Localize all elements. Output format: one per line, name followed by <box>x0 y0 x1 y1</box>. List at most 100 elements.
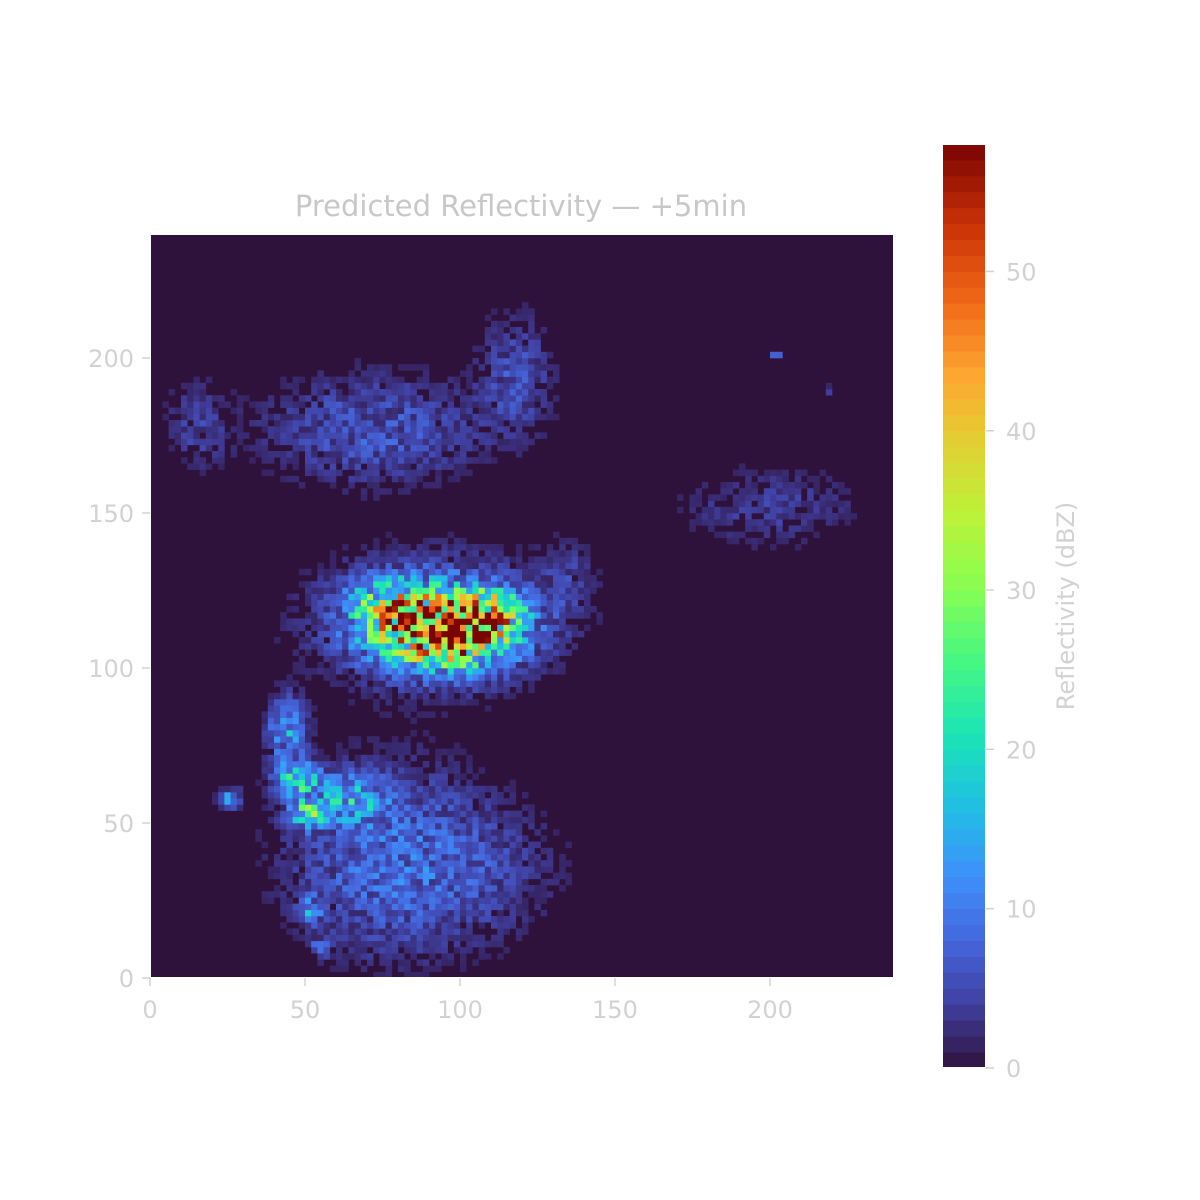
heatmap-cell <box>435 785 442 793</box>
heatmap-cell <box>329 885 337 892</box>
heatmap-cell <box>429 804 436 811</box>
heatmap-cell <box>410 922 417 929</box>
heatmap-cell <box>484 612 492 619</box>
heatmap-cell <box>329 469 337 477</box>
heatmap-cell <box>410 438 417 446</box>
heatmap-cell <box>739 506 746 514</box>
heatmap-cell <box>553 581 560 588</box>
heatmap-cell <box>404 395 411 402</box>
heatmap-cell <box>466 401 473 408</box>
heatmap-cell <box>429 903 436 911</box>
heatmap-cell <box>336 376 343 384</box>
heatmap-cell <box>838 488 845 495</box>
heatmap-cell <box>509 612 517 619</box>
heatmap-cell <box>323 668 331 675</box>
heatmap-cell <box>497 649 504 656</box>
heatmap-cell <box>354 575 362 582</box>
heatmap-cell <box>373 482 380 489</box>
heatmap-cell <box>311 934 318 942</box>
heatmap-cell <box>317 593 324 601</box>
heatmap-cell <box>379 953 386 960</box>
heatmap-cell <box>323 568 331 576</box>
heatmap-cell <box>342 420 349 427</box>
heatmap-cell <box>348 420 355 427</box>
heatmap-cell <box>503 810 510 818</box>
heatmap-cell <box>435 928 442 935</box>
heatmap-cell <box>472 420 479 427</box>
heatmap-cell <box>398 748 405 756</box>
heatmap-cell <box>323 606 331 613</box>
heatmap-cell <box>503 575 510 582</box>
heatmap-cell <box>509 438 517 446</box>
heatmap-cell <box>466 692 473 700</box>
heatmap-cell <box>447 395 455 402</box>
heatmap-cell <box>813 513 820 520</box>
heatmap-cell <box>373 810 380 818</box>
heatmap-cell <box>491 854 498 861</box>
heatmap-cell <box>354 891 362 898</box>
heatmap-cell <box>410 469 417 477</box>
heatmap-cell <box>441 680 448 687</box>
heatmap-cell <box>559 866 566 873</box>
heatmap-cell <box>404 389 411 396</box>
heatmap-cell <box>565 630 572 638</box>
heatmap-cell <box>348 674 355 681</box>
heatmap-cell <box>478 947 486 954</box>
heatmap-cell <box>342 637 349 644</box>
heatmap-cell <box>763 519 771 526</box>
heatmap-cell <box>745 519 752 526</box>
heatmap-cell <box>491 866 498 873</box>
heatmap-cell <box>230 451 238 458</box>
heatmap-cell <box>379 624 386 632</box>
heatmap-cell <box>336 469 343 477</box>
heatmap-cell <box>342 841 349 849</box>
heatmap-cell <box>534 364 541 371</box>
heatmap-cell <box>782 469 789 477</box>
heatmap-cell <box>348 482 355 489</box>
heatmap-cell <box>385 953 393 960</box>
heatmap-cell <box>342 804 349 811</box>
heatmap-cell <box>354 457 362 464</box>
heatmap-cell <box>460 674 467 681</box>
heatmap-cell <box>255 835 262 842</box>
heatmap-cell <box>584 581 591 588</box>
heatmap-cell <box>416 779 424 787</box>
heatmap-cell <box>342 965 349 973</box>
heatmap-cell <box>553 829 560 836</box>
heatmap-cell <box>286 475 293 483</box>
heatmap-cell <box>280 420 287 427</box>
heatmap-cell <box>404 785 411 793</box>
heatmap-cell <box>522 872 529 880</box>
heatmap-cell <box>187 395 194 402</box>
heatmap-cell <box>348 804 355 811</box>
heatmap-cell <box>522 804 529 811</box>
heatmap-cell <box>503 587 510 594</box>
heatmap-cell <box>484 556 492 563</box>
heatmap-cell <box>515 364 523 371</box>
heatmap-cell <box>367 618 374 625</box>
heatmap-cell <box>329 841 337 849</box>
heatmap-cell <box>422 730 430 737</box>
heatmap-cell <box>466 804 473 811</box>
heatmap-cell <box>770 506 777 514</box>
heatmap-cell <box>515 593 523 601</box>
heatmap-cell <box>460 841 467 849</box>
heatmap-cell <box>398 854 405 861</box>
heatmap-cell <box>472 847 479 855</box>
heatmap-cell <box>410 562 417 570</box>
heatmap-cell <box>571 587 579 594</box>
heatmap-cell <box>342 773 349 780</box>
heatmap-cell <box>261 761 269 768</box>
heatmap-cell <box>503 401 510 408</box>
heatmap-cell <box>317 872 324 880</box>
heatmap-cell <box>342 909 349 917</box>
heatmap-cell <box>398 581 405 588</box>
heatmap-cell <box>484 835 492 842</box>
heatmap-cell <box>472 897 479 904</box>
heatmap-cell <box>305 816 312 824</box>
heatmap-cell <box>391 866 399 873</box>
heatmap-cell <box>212 792 219 799</box>
colorbar-segment <box>942 144 986 161</box>
heatmap-cell <box>441 420 448 427</box>
heatmap-cell <box>342 816 349 824</box>
